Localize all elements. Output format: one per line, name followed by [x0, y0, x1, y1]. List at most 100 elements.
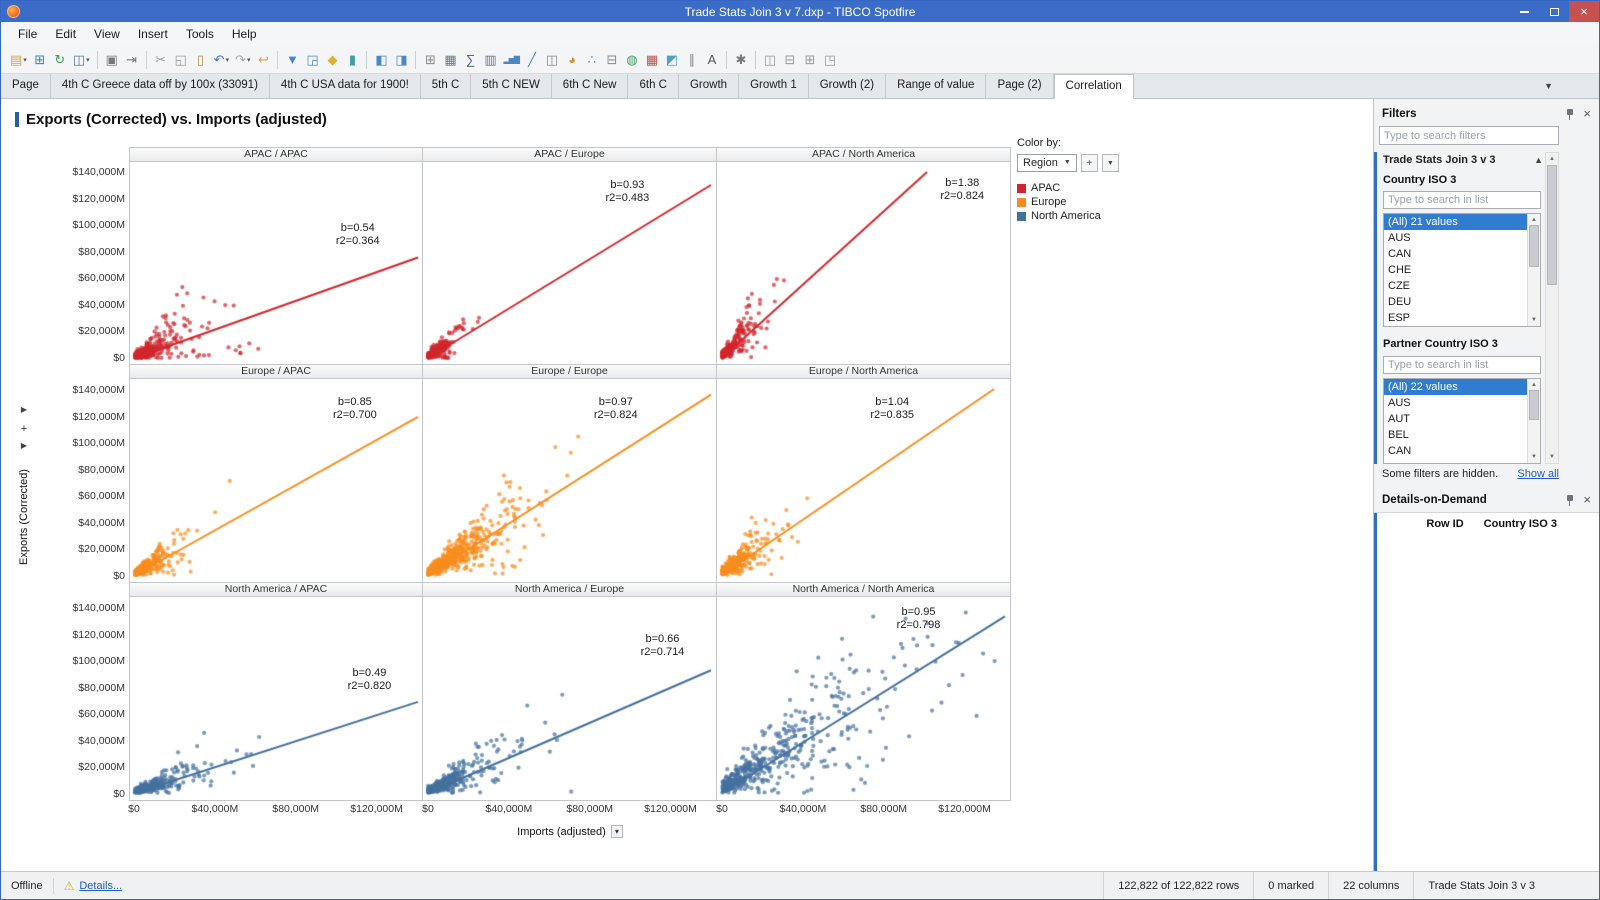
filter-organize-icon[interactable]: ◲	[302, 49, 322, 71]
trellis-panel-apac-europe[interactable]: APAC / Europe b=0.93 r2=0.483	[423, 147, 717, 365]
scatter-matrix-visualization[interactable]: Exports (Corrected) vs. Imports (adjuste…	[1, 99, 1375, 871]
close-icon[interactable]: ×	[1583, 106, 1591, 121]
details-on-demand-toggle-icon[interactable]: ◧	[371, 49, 391, 71]
add-data-tables-icon[interactable]: ⊞	[30, 49, 50, 71]
scatter-canvas[interactable]	[423, 162, 715, 365]
new-combination-chart-icon[interactable]: ◫	[542, 49, 562, 71]
paste-icon[interactable]: ▯	[191, 49, 211, 71]
collapse-group-icon[interactable]: ▲	[1534, 155, 1543, 165]
trellis-panel-apac-apac[interactable]: APAC / APAC b=0.54 r2=0.364	[129, 147, 423, 365]
new-cross-table-icon[interactable]: ∑	[460, 49, 480, 71]
y-axis-selector[interactable]: Exports (Corrected)	[18, 469, 30, 565]
color-by-dropdown[interactable]: Region ▼	[1017, 154, 1077, 172]
filter-panel-scrollbar[interactable]: ▲ ▼	[1545, 152, 1559, 464]
copy-icon[interactable]: ◱	[171, 49, 191, 71]
trellis-panel-north-america-apac[interactable]: North America / APAC b=0.49 r2=0.820	[129, 583, 423, 801]
scroll-down-icon[interactable]: ▼	[1531, 454, 1537, 460]
trellis-panel-apac-north-america[interactable]: APAC / North America b=1.38 r2=0.824	[717, 147, 1011, 365]
menu-view[interactable]: View	[94, 27, 120, 41]
menu-file[interactable]: File	[18, 27, 38, 41]
document-properties-icon[interactable]: ✱	[731, 49, 751, 71]
new-text-area-icon[interactable]: A	[702, 49, 722, 71]
layout-side-by-side-icon[interactable]: ◫	[760, 49, 780, 71]
layout-stacked-icon[interactable]: ⊟	[780, 49, 800, 71]
show-all-link[interactable]: Show all	[1517, 468, 1559, 480]
expand-panel-icon[interactable]: ▶	[20, 405, 28, 414]
undo-dropdown-icon[interactable]: ▾	[225, 56, 230, 64]
layout-grid-icon[interactable]: ⊞	[800, 49, 820, 71]
data-panel-toggle-icon[interactable]: ◨	[391, 49, 411, 71]
tab-6th-c[interactable]: 6th C	[628, 74, 679, 98]
scatter-canvas[interactable]	[423, 379, 715, 582]
trellis-panel-europe-europe[interactable]: Europe / Europe b=0.97 r2=0.824	[423, 365, 717, 583]
filter-value-can[interactable]: CAN	[1388, 445, 1412, 457]
scroll-up-icon[interactable]: ▲	[1549, 156, 1555, 162]
filter-group-header[interactable]: Trade Stats Join 3 v 3 ▲	[1383, 152, 1543, 168]
print-icon[interactable]: ▣	[102, 49, 122, 71]
trellis-panel-north-america-europe[interactable]: North America / Europe b=0.66 r2=0.714	[423, 583, 717, 801]
country-listbox[interactable]: (All) 21 values AUS CAN CHE CZE DEU ESP ▲ ▼	[1383, 213, 1541, 327]
scrollbar-thumb[interactable]	[1529, 225, 1539, 267]
tab-growth-1[interactable]: Growth 1	[739, 74, 809, 98]
filter-value-aus[interactable]: AUS	[1388, 232, 1411, 244]
legend-item-europe[interactable]: Europe	[1017, 195, 1357, 209]
pin-icon[interactable]	[1565, 108, 1575, 120]
scatter-canvas[interactable]	[717, 379, 1009, 582]
legend-item-apac[interactable]: APAC	[1017, 181, 1357, 195]
color-menu-dropdown[interactable]: ▼	[1101, 154, 1119, 172]
menu-insert[interactable]: Insert	[137, 27, 168, 41]
filter-value-aus[interactable]: AUS	[1388, 397, 1411, 409]
menu-edit[interactable]: Edit	[55, 27, 77, 41]
save-icon[interactable]: ◫ ▾	[70, 49, 93, 71]
tab-growth-2[interactable]: Growth (2)	[809, 74, 887, 98]
scatter-canvas[interactable]	[423, 597, 715, 800]
new-pie-chart-icon[interactable]: ◕	[562, 49, 582, 71]
x-axis-dropdown-icon[interactable]: ▾	[610, 825, 623, 838]
scrollbar-thumb[interactable]	[1529, 390, 1539, 420]
tab-list-dropdown-icon[interactable]: ▼	[1544, 81, 1553, 91]
new-line-chart-icon[interactable]: ╱	[522, 49, 542, 71]
scatter-canvas[interactable]	[717, 597, 1009, 800]
new-parallel-coordinate-plot-icon[interactable]: ∥	[682, 49, 702, 71]
filter-value-bel[interactable]: BEL	[1388, 429, 1409, 441]
open-dropdown-icon[interactable]: ▾	[23, 56, 27, 64]
scroll-down-icon[interactable]: ▼	[1531, 317, 1537, 323]
export-icon[interactable]: ⇥	[122, 49, 142, 71]
partner-country-search-input[interactable]	[1383, 356, 1541, 374]
new-page-icon[interactable]: ⊞	[420, 49, 440, 71]
new-box-plot-icon[interactable]: ⊟	[602, 49, 622, 71]
redo-dropdown-icon[interactable]: ▾	[246, 56, 251, 64]
tab-4th-c-usa-data-for-1900[interactable]: 4th C USA data for 1900!	[270, 74, 421, 98]
tab-6th-c-new[interactable]: 6th C New	[552, 74, 629, 98]
tab-page-2[interactable]: Page (2)	[986, 74, 1054, 98]
filter-value-deu[interactable]: DEU	[1388, 296, 1412, 308]
details-column-row-id[interactable]: Row ID	[1426, 518, 1464, 530]
filter-value-all-21-values[interactable]: (All) 21 values	[1384, 214, 1540, 230]
scatter-canvas[interactable]	[717, 162, 1009, 365]
undo-icon[interactable]: ↶ ▾	[211, 49, 232, 71]
close-icon[interactable]: ×	[1583, 492, 1591, 507]
new-bar-chart-icon[interactable]: ▂▅▇	[500, 49, 521, 71]
pin-icon[interactable]	[1565, 494, 1575, 506]
scatter-canvas[interactable]	[130, 379, 422, 582]
tab-5th-c-new[interactable]: 5th C NEW	[471, 74, 552, 98]
filters-search-input[interactable]	[1379, 126, 1559, 145]
listbox-scrollbar[interactable]: ▲ ▼	[1527, 379, 1540, 463]
save-dropdown-icon[interactable]: ▾	[86, 56, 90, 64]
tab-5th-c[interactable]: 5th C	[421, 74, 472, 98]
filter-value-che[interactable]: CHE	[1388, 264, 1412, 276]
tab-4th-c-greece-data-off-by-100x-33091[interactable]: 4th C Greece data off by 100x (33091)	[51, 74, 270, 98]
scroll-up-icon[interactable]: ▲	[1531, 382, 1537, 388]
new-graphical-table-icon[interactable]: ▥	[480, 49, 500, 71]
details-on-demand-table[interactable]: Row ID Country ISO 3	[1374, 512, 1599, 871]
new-map-chart-icon[interactable]: ◍	[622, 49, 642, 71]
panel-splitter-handles[interactable]: ▶ + ▶	[18, 405, 30, 459]
reload-data-icon[interactable]: ↻	[50, 49, 70, 71]
filter-value-aut[interactable]: AUT	[1388, 413, 1410, 425]
add-color-rule-button[interactable]: +	[1080, 154, 1098, 172]
scroll-up-icon[interactable]: ▲	[1531, 217, 1537, 223]
filters-toggle-icon[interactable]: ▼	[282, 49, 302, 71]
partner-country-listbox[interactable]: (All) 22 values AUS AUT BEL CAN ▲ ▼	[1383, 378, 1541, 464]
trellis-panel-europe-north-america[interactable]: Europe / North America b=1.04 r2=0.835	[717, 365, 1011, 583]
filter-value-cze[interactable]: CZE	[1388, 280, 1410, 292]
